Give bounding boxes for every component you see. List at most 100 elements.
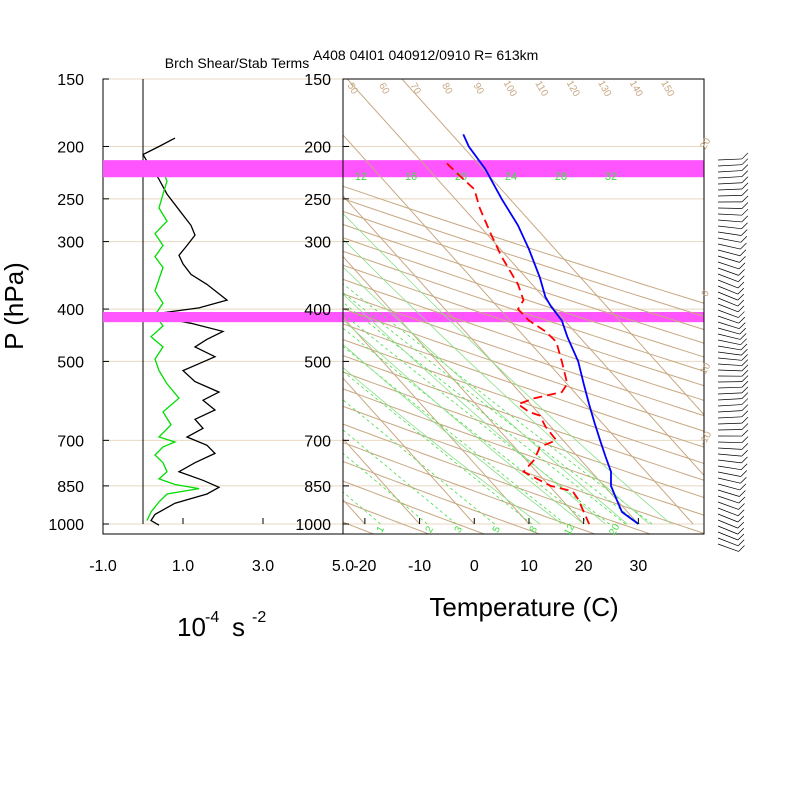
isotherm-line bbox=[343, 195, 639, 525]
moist-adiabat-line bbox=[343, 238, 650, 525]
dry-adiabat-line bbox=[343, 278, 704, 401]
mixing-ratio-line bbox=[343, 283, 653, 525]
wind-barb-flag bbox=[741, 182, 749, 190]
highlight-band bbox=[103, 160, 704, 178]
dry-adiabat-label: 70 bbox=[408, 81, 423, 97]
wind-barb-staff bbox=[717, 279, 739, 289]
wind-barb-staff bbox=[717, 477, 741, 484]
x-axis-label-units: 10 -4 s -2 bbox=[177, 609, 266, 642]
wind-barb-staff bbox=[717, 404, 742, 407]
dry-adiabat-label: 140 bbox=[627, 79, 645, 99]
wind-barb-flag bbox=[738, 269, 745, 276]
wind-barb-flag bbox=[741, 380, 749, 388]
wind-barb-staff bbox=[717, 303, 739, 313]
x-axis-label-temperature: Temperature (C) bbox=[429, 592, 618, 622]
skewt-frame bbox=[342, 78, 705, 535]
wind-barb-flag bbox=[738, 262, 746, 270]
mixing-ratio-label-bottom: 20 bbox=[607, 522, 622, 538]
isotherm-line bbox=[343, 438, 420, 525]
wind-barb-staff bbox=[717, 237, 741, 243]
wind-barb-staff bbox=[717, 158, 742, 161]
wind-barb-flag bbox=[739, 256, 746, 263]
wind-barb-flag bbox=[737, 521, 745, 529]
wind-barb-staff bbox=[717, 219, 742, 223]
isotherm-line bbox=[343, 377, 475, 525]
dry-adiabat-label: 150 bbox=[658, 79, 676, 99]
mixing-ratio-label-top: 28 bbox=[555, 171, 567, 183]
wind-barb-staff bbox=[717, 537, 739, 547]
wind-barb-staff bbox=[717, 309, 739, 318]
left-x-tick-label: 3.0 bbox=[252, 558, 274, 575]
wind-barb-staff bbox=[717, 495, 740, 504]
dry-adiabat-line bbox=[343, 460, 542, 534]
wind-barb-staff bbox=[717, 416, 742, 419]
wind-barb-staff bbox=[717, 333, 741, 340]
wind-barb-flag bbox=[737, 533, 745, 541]
mixing-ratio-label-bottom: 5 bbox=[491, 524, 504, 535]
wind-barb-staff bbox=[717, 249, 741, 257]
wind-barb-flag bbox=[740, 470, 748, 477]
shear-stability-panel: 150 200 250 300 400 500 700 850 1000 -1.0 1.0 3.0 5… bbox=[48, 72, 354, 575]
mixing-ratio-label-top: 32 bbox=[605, 171, 617, 183]
wind-barb-staff bbox=[717, 267, 739, 276]
mixing-ratio-label-bottom: 8 bbox=[528, 524, 541, 535]
wind-barb-flag bbox=[741, 404, 749, 411]
wind-barb-flag bbox=[739, 483, 747, 491]
wind-barb-staff bbox=[717, 398, 742, 401]
wind-barb-flag bbox=[740, 343, 748, 351]
moist-adiabat-line bbox=[343, 367, 541, 525]
right-y-tick-label: 1000 bbox=[295, 517, 331, 534]
left-y-tick-label: 850 bbox=[57, 479, 84, 496]
right-y-tick-label: 400 bbox=[304, 302, 331, 319]
wind-barb-flag bbox=[737, 515, 745, 523]
mixing-ratio-label-top: 24 bbox=[505, 171, 517, 183]
wind-barb-flag bbox=[740, 338, 747, 345]
wind-barb-flag bbox=[741, 348, 748, 356]
wind-barb-staff bbox=[717, 543, 739, 552]
dry-adiabat-line bbox=[343, 500, 431, 534]
right-x-tick-label: 10 bbox=[520, 558, 538, 575]
dry-adiabat-line bbox=[343, 521, 375, 534]
wind-barb-flag bbox=[738, 316, 746, 324]
x-axis-label-base: 10 bbox=[177, 612, 206, 642]
mixing-ratio-line bbox=[343, 345, 566, 525]
wind-barb-flag bbox=[741, 436, 749, 443]
wind-barb-staff bbox=[717, 351, 742, 356]
wind-barb-flag bbox=[737, 293, 745, 301]
shear-term-line bbox=[142, 137, 229, 526]
wind-barb-flag bbox=[737, 287, 745, 295]
wind-barb-flag bbox=[741, 392, 749, 399]
wind-barb-staff bbox=[717, 170, 742, 173]
dry-adiabat-line bbox=[343, 308, 704, 432]
right-x-tick-label: -10 bbox=[408, 558, 431, 575]
temperature-profile-line bbox=[462, 134, 639, 525]
wind-barb-flag bbox=[741, 170, 749, 177]
x-axis-label-exponent: -4 bbox=[205, 609, 219, 626]
wind-barb-staff bbox=[717, 453, 742, 457]
wind-barb-staff bbox=[717, 459, 742, 464]
wind-barb-flag bbox=[741, 176, 749, 183]
moist-adiabat-line bbox=[343, 213, 672, 525]
right-y-tick-label: 200 bbox=[304, 139, 331, 156]
right-panel-title: A408 04I01 040912/0910 R= 613km bbox=[313, 47, 538, 63]
wind-barb-flag bbox=[741, 369, 749, 377]
wind-barb-flag bbox=[739, 333, 747, 340]
wind-barb-staff bbox=[717, 315, 739, 324]
wind-barb-flag bbox=[741, 410, 749, 418]
dry-adiabat-label: 50 bbox=[345, 81, 360, 97]
left-y-tick-label: 500 bbox=[57, 354, 84, 371]
right-y-tick-label: 250 bbox=[304, 192, 331, 209]
isotherm-edge-label: 20 bbox=[698, 136, 713, 152]
wind-barb-flag bbox=[741, 195, 749, 203]
left-y-tick-label: 250 bbox=[57, 192, 84, 209]
wind-barb-flag bbox=[738, 503, 745, 510]
wind-barb-staff bbox=[717, 261, 740, 270]
left-y-tick-label: 1000 bbox=[48, 517, 84, 534]
right-y-tick-label: 850 bbox=[304, 479, 331, 496]
right-y-tick-label: 150 bbox=[304, 72, 331, 89]
x-axis-label-unit-exponent: -2 bbox=[252, 609, 266, 626]
wind-barb-staff bbox=[717, 225, 742, 230]
mixing-ratio-line bbox=[343, 313, 610, 525]
wind-barb-flag bbox=[738, 545, 745, 552]
wind-barb-staff bbox=[717, 357, 742, 361]
